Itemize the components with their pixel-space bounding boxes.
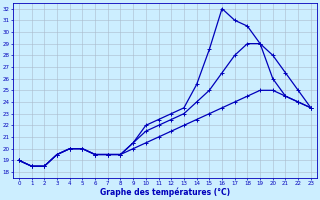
- X-axis label: Graphe des températures (°C): Graphe des températures (°C): [100, 188, 230, 197]
